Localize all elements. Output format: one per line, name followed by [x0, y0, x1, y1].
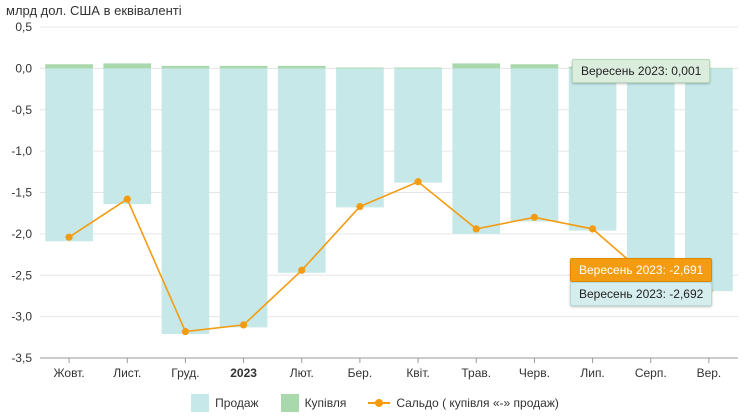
y-tick-label: 0,5 — [15, 20, 32, 34]
saldo-point — [123, 195, 131, 203]
tooltip-saldo: Вересень 2023: -2,691 — [570, 258, 713, 282]
bar-buy — [219, 65, 268, 69]
bar-sell — [45, 68, 93, 242]
x-tick-label: Бер. — [348, 366, 373, 380]
y-axis-unit-label: млрд дол. США в еквіваленті — [6, 3, 182, 18]
x-tick-label: Лют. — [290, 366, 314, 380]
saldo-point — [356, 202, 364, 211]
tooltip-sell: Вересень 2023: -2,692 — [570, 282, 713, 306]
saldo-point — [181, 327, 190, 336]
x-tick-label: Трав. — [461, 366, 491, 380]
bar-buy — [452, 63, 501, 69]
bar-sell — [452, 68, 501, 234]
y-tick-label: -1,0 — [11, 144, 32, 158]
x-tick-label: Вер. — [697, 366, 722, 380]
x-tick-label: 2023 — [230, 366, 257, 380]
bar-sell — [336, 68, 384, 208]
y-tick-label: -2,0 — [11, 227, 32, 241]
y-tick-label: -1,5 — [11, 186, 32, 200]
y-tick-label: -2,5 — [11, 268, 32, 282]
saldo-point — [530, 213, 539, 221]
legend-item-buy[interactable]: Купівля — [280, 394, 347, 412]
bar-sell — [685, 68, 733, 292]
x-tick-label: Черв. — [519, 366, 550, 380]
legend-item-sell[interactable]: Продаж — [191, 394, 259, 412]
saldo-point — [588, 225, 597, 233]
bar-sell — [568, 68, 617, 231]
bar-sell — [626, 68, 675, 281]
bar-buy — [103, 63, 152, 69]
bar-buy — [161, 65, 210, 69]
saldo-point — [239, 321, 248, 329]
saldo-point — [65, 233, 73, 241]
bar-buy — [394, 67, 442, 69]
saldo-line — [68, 180, 710, 333]
legend-swatch-saldo — [368, 394, 391, 412]
legend-label-sell: Продаж — [215, 396, 259, 410]
tooltip-buy: Вересень 2023: 0,001 — [572, 59, 711, 83]
bar-sell — [103, 68, 152, 205]
x-tick-label: Квіт. — [406, 366, 430, 380]
legend-swatch-buy — [280, 394, 299, 412]
bar-sell — [510, 68, 559, 222]
y-tick-label: -3,0 — [11, 310, 32, 324]
chart-legend: Продаж Купівля Сальдо ( купівля «-» прод… — [0, 394, 750, 412]
bar-sell — [219, 68, 268, 328]
x-tick-label: Груд. — [171, 366, 199, 380]
bar-sell — [394, 68, 442, 183]
legend-label-buy: Купівля — [304, 396, 347, 410]
y-tick-label: -3,5 — [11, 351, 32, 365]
y-tick-label: -0,5 — [11, 103, 32, 117]
legend-item-saldo[interactable]: Сальдо ( купівля «-» продаж) — [368, 394, 559, 412]
saldo-point — [472, 225, 480, 233]
bar-buy — [510, 64, 559, 69]
x-tick-label: Лип. — [580, 366, 604, 380]
legend-swatch-sell — [191, 394, 210, 412]
bar-sell — [161, 68, 210, 335]
bar-buy — [45, 64, 93, 69]
legend-label-saldo: Сальдо ( купівля «-» продаж) — [396, 396, 559, 410]
x-tick-label: Серп. — [635, 366, 667, 380]
saldo-point — [414, 178, 422, 186]
x-tick-label: Жовт. — [53, 366, 84, 380]
y-tick-label: 0,0 — [15, 61, 32, 75]
saldo-point — [298, 266, 306, 274]
x-tick-label: Лист. — [113, 366, 141, 380]
bar-buy — [277, 65, 326, 69]
bar-sell — [277, 68, 326, 273]
bar-buy — [336, 67, 384, 69]
